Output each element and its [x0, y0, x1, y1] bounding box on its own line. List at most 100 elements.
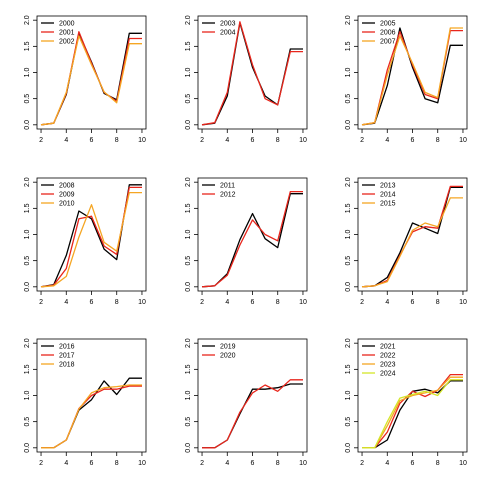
legend-label-2015: 2015 — [380, 201, 396, 208]
series-line-2011 — [201, 193, 303, 288]
x-tick-label: 8 — [276, 299, 280, 306]
y-tick-label: 1.5 — [24, 203, 31, 213]
x-tick-label: 4 — [225, 137, 229, 144]
x-tick-label: 4 — [225, 299, 229, 306]
series-line-2005 — [361, 27, 463, 126]
series-line-2012 — [201, 190, 303, 288]
y-tick-label: 0.0 — [345, 443, 352, 453]
series-line-2014 — [361, 185, 463, 288]
x-tick-label: 2 — [39, 299, 43, 306]
legend-label-2011: 2011 — [220, 183, 235, 190]
series-line-2004 — [201, 21, 303, 126]
x-tick-label: 8 — [436, 299, 440, 306]
x-tick-label: 10 — [299, 299, 307, 306]
series-line-2024 — [362, 379, 463, 449]
legend-label-2021: 2021 — [380, 344, 396, 351]
series-line-2023 — [362, 376, 463, 449]
legend-label-2001: 2001 — [59, 30, 75, 37]
y-tick-label: 0.0 — [345, 120, 352, 130]
plot-frame — [197, 338, 308, 453]
y-tick-label: 1.0 — [24, 230, 31, 240]
x-tick-label: 2 — [200, 137, 204, 144]
x-tick-label: 10 — [138, 137, 146, 144]
y-tick-label: 0.0 — [345, 282, 352, 292]
x-tick-label: 2 — [360, 299, 364, 306]
series-line-2018 — [41, 384, 142, 449]
plot-frame — [197, 15, 308, 130]
series-line-2022 — [362, 373, 463, 449]
y-tick-label: 2.0 — [24, 338, 31, 348]
chart-panel-9: 2 4 6 8 10 0.0 0.5 1.0 1.5 2.0 2021 2022 2023 2024 — [345, 338, 468, 467]
series-line-2010 — [40, 191, 142, 288]
x-tick-label: 10 — [459, 137, 467, 144]
series-line-2000 — [40, 32, 142, 126]
x-tick-label: 2 — [200, 299, 204, 306]
y-tick-label: 1.5 — [345, 364, 352, 374]
y-tick-label: 1.5 — [185, 364, 192, 374]
x-tick-label: 8 — [115, 137, 119, 144]
y-tick-label: 0.0 — [24, 120, 31, 130]
y-tick-label: 2.0 — [185, 15, 192, 25]
y-tick-label: 0.0 — [24, 443, 31, 453]
series-line-2015 — [361, 197, 463, 288]
legend-label-2007: 2007 — [380, 39, 396, 46]
y-tick-label: 1.5 — [24, 364, 31, 374]
series-line-2007 — [361, 27, 463, 126]
x-tick-label: 2 — [39, 137, 43, 144]
x-tick-label: 8 — [436, 137, 440, 144]
x-tick-label: 8 — [436, 460, 440, 467]
x-tick-label: 6 — [411, 137, 415, 144]
y-tick-label: 1.5 — [185, 203, 192, 213]
x-tick-label: 10 — [138, 299, 146, 306]
x-tick-label: 4 — [385, 137, 389, 144]
legend-label-2008: 2008 — [59, 183, 75, 190]
legend-label-2020: 2020 — [220, 353, 236, 360]
legend-label-2003: 2003 — [220, 21, 236, 28]
legend-label-2018: 2018 — [59, 362, 75, 369]
x-tick-label: 2 — [360, 137, 364, 144]
y-tick-label: 1.0 — [345, 68, 352, 78]
x-tick-label: 8 — [276, 460, 280, 467]
y-tick-label: 1.0 — [345, 230, 352, 240]
chart-panel-4: 2 4 6 8 10 0.0 0.5 1.0 1.5 2.0 2008 2009 2010 — [24, 177, 147, 306]
legend-label-2006: 2006 — [380, 30, 396, 37]
y-tick-label: 0.5 — [24, 256, 31, 266]
x-tick-label: 4 — [385, 460, 389, 467]
x-tick-label: 6 — [411, 460, 415, 467]
y-tick-label: 1.0 — [24, 68, 31, 78]
y-tick-label: 0.0 — [185, 120, 192, 130]
x-tick-label: 4 — [64, 460, 68, 467]
chart-panel-3: 2 4 6 8 10 0.0 0.5 1.0 1.5 2.0 2005 2006 2007 — [345, 15, 468, 144]
legend-label-2022: 2022 — [380, 353, 396, 360]
x-tick-label: 2 — [200, 460, 204, 467]
x-tick-label: 4 — [225, 460, 229, 467]
x-tick-label: 10 — [459, 299, 467, 306]
x-tick-label: 6 — [90, 137, 94, 144]
y-tick-label: 0.5 — [24, 417, 31, 427]
series-line-2020 — [202, 379, 303, 449]
y-tick-label: 2.0 — [24, 15, 31, 25]
series-line-2016 — [41, 377, 142, 449]
chart-panel-1: 2 4 6 8 10 0.0 0.5 1.0 1.5 2.0 2000 2001 2002 — [24, 15, 147, 144]
legend-label-2002: 2002 — [59, 39, 75, 46]
legend-label-2000: 2000 — [59, 21, 75, 28]
y-tick-label: 1.0 — [185, 391, 192, 401]
x-tick-label: 8 — [276, 137, 280, 144]
x-tick-label: 4 — [64, 137, 68, 144]
y-tick-label: 2.0 — [24, 177, 31, 187]
y-tick-label: 0.0 — [185, 282, 192, 292]
chart-panel-7: 2 4 6 8 10 0.0 0.5 1.0 1.5 2.0 2016 2017 2018 — [24, 338, 147, 467]
y-tick-label: 0.5 — [345, 417, 352, 427]
y-tick-label: 0.5 — [345, 94, 352, 104]
series-line-2017 — [41, 385, 142, 449]
x-tick-label: 2 — [39, 460, 43, 467]
plot-frame — [357, 15, 468, 130]
y-tick-label: 0.0 — [24, 282, 31, 292]
plot-frame — [357, 177, 468, 292]
series-line-2003 — [201, 22, 303, 126]
plot-frame — [36, 177, 147, 292]
legend-label-2013: 2013 — [380, 183, 396, 190]
y-tick-label: 2.0 — [185, 338, 192, 348]
x-tick-label: 6 — [90, 460, 94, 467]
y-tick-label: 0.5 — [345, 256, 352, 266]
